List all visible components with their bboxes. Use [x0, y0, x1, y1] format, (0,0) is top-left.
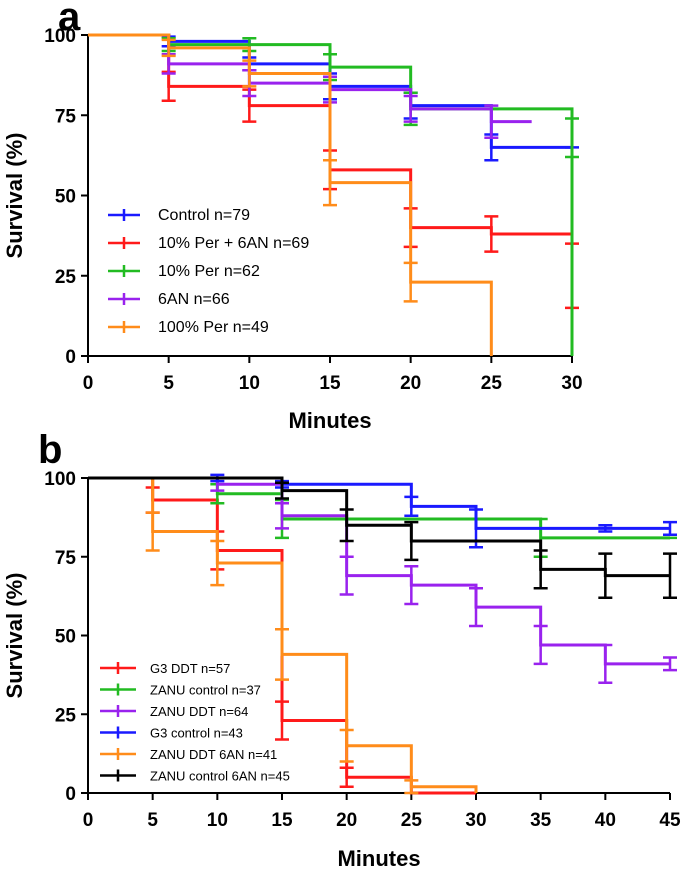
y-tick-label: 50: [55, 187, 76, 208]
panel-letter-a: a: [58, 0, 81, 39]
y-tick-label: 0: [65, 784, 76, 805]
error-bar: [598, 643, 613, 684]
y-tick-label: 100: [44, 26, 76, 47]
y-axis-title: Survival (%): [2, 573, 27, 699]
series-line-4: [88, 33, 532, 124]
y-tick-label: 75: [55, 548, 77, 569]
error-bar: [404, 520, 419, 562]
legend-label: 100% Per n=49: [158, 319, 269, 336]
x-tick-label: 30: [561, 373, 582, 394]
panel-a-chart: 0 25 50 75 100 0 5 10 15 20 25 30 Minutes Survival (%…: [2, 26, 583, 433]
x-tick-label: 30: [465, 810, 486, 831]
error-bar: [598, 552, 613, 599]
x-axis-title: Minutes: [288, 408, 371, 433]
legend-label: ZANU DDT n=64: [150, 704, 248, 719]
error-bar: [210, 539, 225, 587]
y-axis-title: Survival (%): [2, 133, 27, 259]
y-tick-label: 25: [55, 705, 77, 726]
error-bar: [484, 104, 499, 139]
legend-swatch: [108, 321, 140, 333]
error-bar: [339, 555, 354, 596]
x-axis-title: Minutes: [337, 846, 420, 869]
error-bar: [663, 656, 677, 672]
x-tick-label: 5: [147, 810, 158, 831]
y-tick-label: 50: [55, 627, 76, 648]
legend-label: Control n=79: [158, 207, 250, 224]
legend-label: ZANU control 6AN n=45: [150, 769, 290, 784]
legend-label: ZANU DDT 6AN n=41: [150, 747, 277, 762]
y-tick-label: 0: [65, 347, 76, 368]
error-bar: [339, 728, 354, 763]
error-bar: [469, 587, 483, 628]
y-tick-label: 100: [44, 469, 76, 490]
x-tick-label: 35: [530, 810, 552, 831]
error-bar: [404, 779, 419, 795]
error-bar: [403, 261, 418, 303]
error-bar: [275, 501, 289, 530]
legend-swatch: [108, 237, 140, 249]
error-bar: [242, 59, 257, 88]
legend-swatch: [108, 293, 140, 305]
error-bar: [275, 481, 289, 500]
x-tick-label: 25: [481, 373, 503, 394]
x-tick-label: 40: [595, 810, 616, 831]
legend-label: 6AN n=66: [158, 291, 230, 308]
error-bar: [404, 564, 419, 606]
x-tick-label: 10: [239, 373, 260, 394]
x-tick-label: 15: [271, 810, 293, 831]
legend-swatch: [100, 769, 136, 782]
x-tick-label: 5: [163, 373, 174, 394]
x-tick-label: 45: [659, 810, 681, 831]
x-tick-label: 10: [207, 810, 228, 831]
error-bar: [323, 158, 337, 207]
x-tick-label: 0: [83, 373, 94, 394]
series-line-3: [88, 476, 670, 666]
y-tick-label: 25: [55, 267, 77, 288]
x-tick-label: 15: [319, 373, 341, 394]
error-bar: [533, 624, 548, 666]
error-bar: [565, 117, 579, 159]
error-bar: [403, 94, 418, 123]
series-line-4: [88, 476, 670, 530]
legend-label: 10% Per n=62: [158, 263, 260, 280]
legend-swatch: [108, 209, 140, 221]
error-bar: [339, 766, 354, 788]
error-bar: [598, 524, 613, 533]
legend-swatch: [100, 748, 136, 760]
series-line-6: [88, 476, 670, 578]
error-bar: [275, 627, 289, 681]
error-bar: [145, 511, 160, 552]
legend-swatch: [100, 662, 136, 674]
panel-letter-b: b: [38, 428, 62, 472]
error-bar: [339, 508, 354, 543]
legend-swatch: [100, 726, 136, 739]
panel-b-chart: 0 25 50 75 100 0 5 10 15 20 25 30 35 40 45 Minutes Survi…: [2, 469, 681, 869]
legend-label: ZANU control n=37: [150, 683, 261, 698]
legend-swatch: [100, 683, 136, 696]
legend-swatch: [100, 705, 136, 717]
error-bar: [275, 700, 289, 741]
legend-label: G3 control n=43: [150, 726, 243, 741]
legend-label: 10% Per + 6AN n=69: [158, 235, 309, 252]
error-bar: [663, 520, 677, 536]
error-bar: [663, 552, 677, 599]
error-bar: [533, 549, 548, 590]
y-tick-label: 75: [55, 106, 77, 127]
error-bar: [404, 495, 419, 518]
x-tick-label: 20: [400, 373, 421, 394]
x-tick-label: 25: [401, 810, 423, 831]
error-bar: [161, 38, 176, 58]
legend-label: G3 DDT n=57: [150, 661, 230, 676]
x-tick-label: 0: [83, 810, 94, 831]
legend-swatch: [108, 265, 140, 277]
error-bar: [484, 215, 499, 253]
x-tick-label: 20: [336, 810, 357, 831]
